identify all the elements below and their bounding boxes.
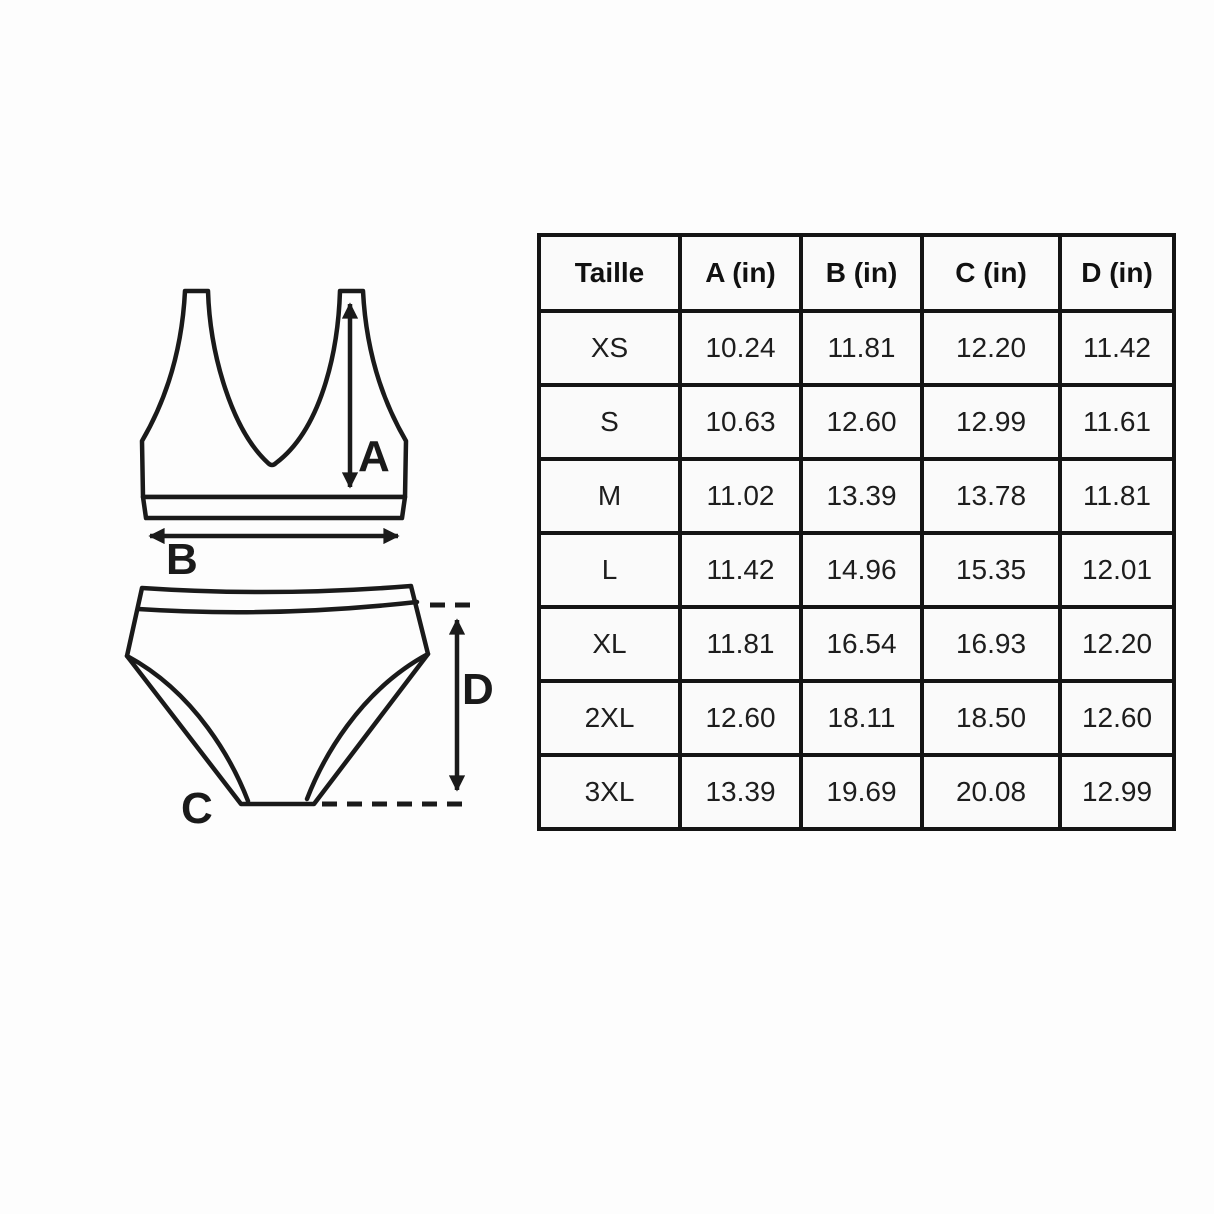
cell-value: 13.39 (799, 457, 924, 535)
cell-value: 18.50 (920, 679, 1062, 757)
cell-value: 12.01 (1058, 531, 1176, 609)
label-b: B (166, 535, 198, 584)
cell-value: 15.35 (920, 531, 1062, 609)
cell-value: 11.42 (1058, 309, 1176, 387)
cell-value: 16.54 (799, 605, 924, 683)
bikini-top-outline (139, 288, 409, 500)
header-b: B (in) (799, 233, 924, 313)
header-d: D (in) (1058, 233, 1176, 313)
cell-value: 11.42 (678, 531, 803, 609)
label-a: A (358, 432, 390, 481)
cell-size: S (537, 383, 682, 461)
table-header-row: Taille A (in) B (in) C (in) D (in) (537, 233, 1176, 313)
bikini-top-band (140, 494, 408, 521)
table-row: M 11.02 13.39 13.78 11.81 (537, 457, 1176, 535)
bikini-bottom-outline (124, 583, 431, 807)
cell-value: 12.60 (1058, 679, 1176, 757)
cell-value: 11.02 (678, 457, 803, 535)
header-a: A (in) (678, 233, 803, 313)
cell-value: 19.69 (799, 753, 924, 831)
bikini-bottom-waistband-line (135, 599, 420, 615)
cell-value: 20.08 (920, 753, 1062, 831)
size-table: Taille A (in) B (in) C (in) D (in) XS 10… (537, 233, 1176, 831)
bikini-top-drawing (139, 288, 409, 521)
bikini-bottom-drawing (124, 583, 431, 807)
cell-size: XL (537, 605, 682, 683)
cell-value: 11.81 (1058, 457, 1176, 535)
cell-size: M (537, 457, 682, 535)
cell-value: 12.60 (799, 383, 924, 461)
cell-value: 13.78 (920, 457, 1062, 535)
cell-value: 12.60 (678, 679, 803, 757)
bikini-bottom-left-leg-curve (124, 653, 251, 804)
table-row: 2XL 12.60 18.11 18.50 12.60 (537, 679, 1176, 757)
cell-size: 3XL (537, 753, 682, 831)
table-row: XL 11.81 16.54 16.93 12.20 (537, 605, 1176, 683)
cell-size: XS (537, 309, 682, 387)
cell-value: 10.24 (678, 309, 803, 387)
table-row: 3XL 13.39 19.69 20.08 12.99 (537, 753, 1176, 831)
cell-value: 11.61 (1058, 383, 1176, 461)
header-taille: Taille (537, 233, 682, 313)
cell-value: 14.96 (799, 531, 924, 609)
cell-value: 12.20 (920, 309, 1062, 387)
cell-size: 2XL (537, 679, 682, 757)
table-row: S 10.63 12.60 12.99 11.61 (537, 383, 1176, 461)
cell-value: 18.11 (799, 679, 924, 757)
cell-value: 12.99 (1058, 753, 1176, 831)
cell-value: 12.20 (1058, 605, 1176, 683)
bikini-bottom-right-leg-curve (304, 651, 431, 802)
table-row: L 11.42 14.96 15.35 12.01 (537, 531, 1176, 609)
cell-value: 13.39 (678, 753, 803, 831)
cell-value: 16.93 (920, 605, 1062, 683)
cell-value: 10.63 (678, 383, 803, 461)
cell-value: 11.81 (678, 605, 803, 683)
header-c: C (in) (920, 233, 1062, 313)
label-c: C (181, 784, 213, 833)
cell-value: 12.99 (920, 383, 1062, 461)
table-row: XS 10.24 11.81 12.20 11.42 (537, 309, 1176, 387)
label-d: D (462, 665, 494, 714)
cell-size: L (537, 531, 682, 609)
measurement-arrow-d (322, 602, 470, 807)
cell-value: 11.81 (799, 309, 924, 387)
